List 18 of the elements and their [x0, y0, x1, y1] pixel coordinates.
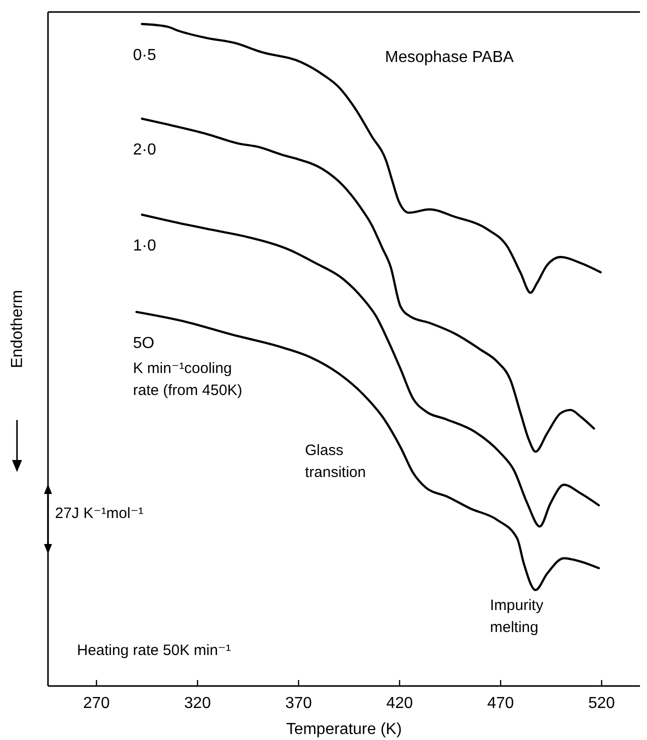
series-label: 2·0	[133, 142, 156, 159]
series-label: 5O	[133, 334, 154, 352]
annotation: Impurity melting	[490, 597, 544, 636]
x-tick-label: 520	[588, 695, 616, 712]
series-label: 0·5	[133, 47, 156, 64]
annotation: Glass transition	[305, 442, 366, 481]
annotation: K min⁻¹cooling rate (from 450K)	[133, 360, 242, 399]
x-tick-label: 420	[386, 695, 414, 712]
y-axis-title: Endotherm	[9, 290, 26, 368]
series-label: 1·0	[133, 238, 156, 255]
x-tick-label: 320	[184, 695, 211, 712]
x-tick-label: 370	[285, 695, 312, 712]
x-tick-label: 270	[83, 695, 110, 712]
text: Mesophase PABA	[385, 49, 514, 66]
annotation: Heating rate 50K min⁻¹	[77, 642, 231, 659]
x-axis-title: Temperature (K)	[286, 721, 402, 738]
x-tick-label: 470	[487, 695, 514, 712]
annotation: 27J K⁻¹mol⁻¹	[55, 505, 144, 522]
